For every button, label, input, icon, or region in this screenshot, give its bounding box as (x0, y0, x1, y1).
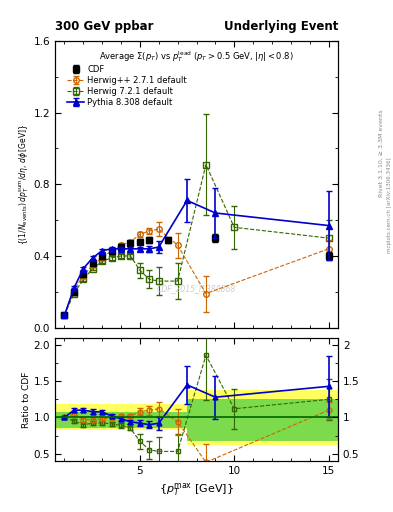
Legend: CDF, Herwig++ 2.7.1 default, Herwig 7.2.1 default, Pythia 8.308 default: CDF, Herwig++ 2.7.1 default, Herwig 7.2.… (65, 62, 189, 110)
Text: Average $\Sigma(p_T)$ vs $p_T^\mathrm{lead}$ ($p_T > 0.5$ GeV, $|\eta| < 0.8$): Average $\Sigma(p_T)$ vs $p_T^\mathrm{le… (99, 50, 294, 65)
X-axis label: $\{p_T^\mathrm{max}$ [GeV]$\}$: $\{p_T^\mathrm{max}$ [GeV]$\}$ (159, 481, 234, 498)
Text: Rivet 3.1.10, ≥ 3.3M events: Rivet 3.1.10, ≥ 3.3M events (379, 110, 384, 198)
Text: CDF_2015_I1388868: CDF_2015_I1388868 (157, 284, 236, 293)
Text: Underlying Event: Underlying Event (224, 20, 338, 33)
Text: mcplots.cern.ch [arXiv:1306.3436]: mcplots.cern.ch [arXiv:1306.3436] (387, 157, 392, 252)
Text: 300 GeV ppbar: 300 GeV ppbar (55, 20, 154, 33)
Y-axis label: Ratio to CDF: Ratio to CDF (22, 371, 31, 428)
Y-axis label: $\{(1/N_\mathrm{events})\,dp_T^\mathrm{sum}/d\eta,\,d\phi\,[\mathrm{GeV}]\}$: $\{(1/N_\mathrm{events})\,dp_T^\mathrm{s… (17, 124, 31, 245)
